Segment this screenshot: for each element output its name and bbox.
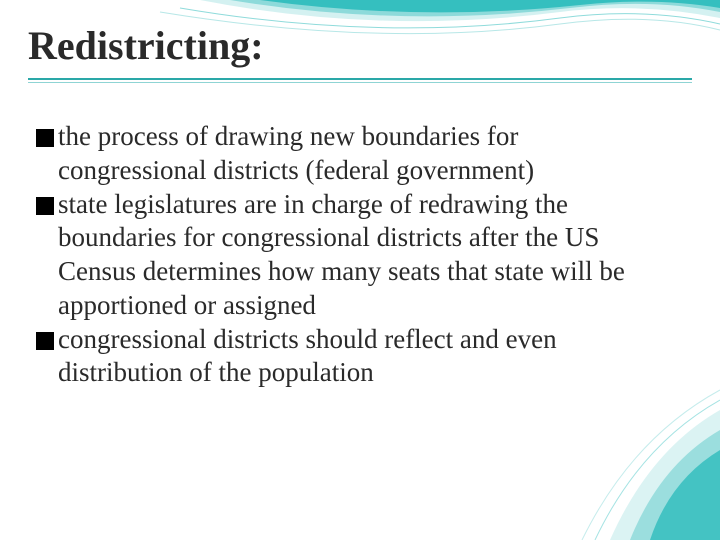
bullet-item: state legislatures are in charge of redr… [36, 188, 672, 323]
bullet-icon [36, 197, 54, 215]
bullet-text: the process of drawing new boundaries fo… [58, 121, 534, 185]
bullet-text: congressional districts should reflect a… [58, 324, 557, 388]
slide: Redistricting: the process of drawing ne… [0, 0, 720, 540]
bullet-icon [36, 129, 54, 147]
bullet-text: state legislatures are in charge of redr… [58, 189, 625, 320]
bullet-item: congressional districts should reflect a… [36, 323, 672, 391]
slide-title: Redistricting: [28, 22, 264, 69]
content-area: the process of drawing new boundaries fo… [36, 120, 672, 390]
bullet-item: the process of drawing new boundaries fo… [36, 120, 672, 188]
bullet-icon [36, 332, 54, 350]
title-underline [28, 78, 692, 84]
